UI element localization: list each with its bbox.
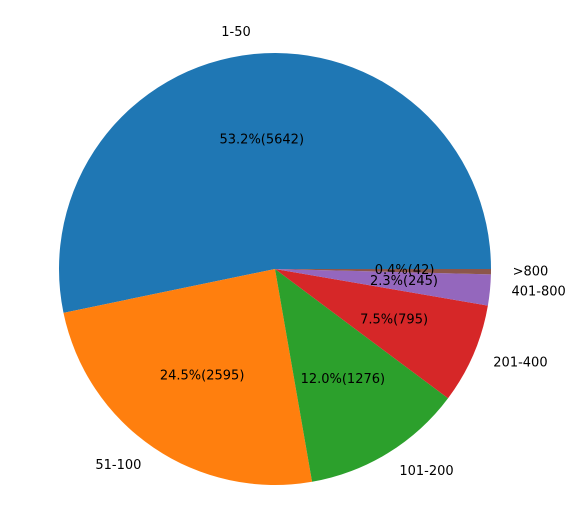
slice-label: 101-200 <box>399 464 453 479</box>
pie-labels: 1-50 53.2%(5642) 51-100 24.5%(2595) 101-200 1… <box>95 25 565 479</box>
slice-label: 401-800 <box>511 285 565 300</box>
slice-percent-label: 2.3%(245) <box>370 274 438 289</box>
slice-label: 51-100 <box>95 458 141 473</box>
pie-slice-1-50 <box>58 53 491 313</box>
slice-percent-label: 53.2%(5642) <box>220 133 305 148</box>
pie-slice-201-400 <box>275 269 488 399</box>
slice-percent-label: 24.5%(2595) <box>160 369 245 384</box>
slice-percent-label: 7.5%(795) <box>360 313 428 328</box>
pie-slice-101-200 <box>275 269 449 482</box>
pie-slice-401-800 <box>275 269 491 306</box>
slice-percent-label: 12.0%(1276) <box>301 372 386 387</box>
slice-percent-label: 0.4%(42) <box>375 263 435 278</box>
pie-slices <box>58 53 491 486</box>
pie-slice-51-100 <box>63 269 313 486</box>
slice-label: 201-400 <box>493 355 547 370</box>
slice-label: 1-50 <box>221 25 251 40</box>
pie-slice-800 <box>275 269 491 275</box>
slice-label: >800 <box>513 264 549 279</box>
